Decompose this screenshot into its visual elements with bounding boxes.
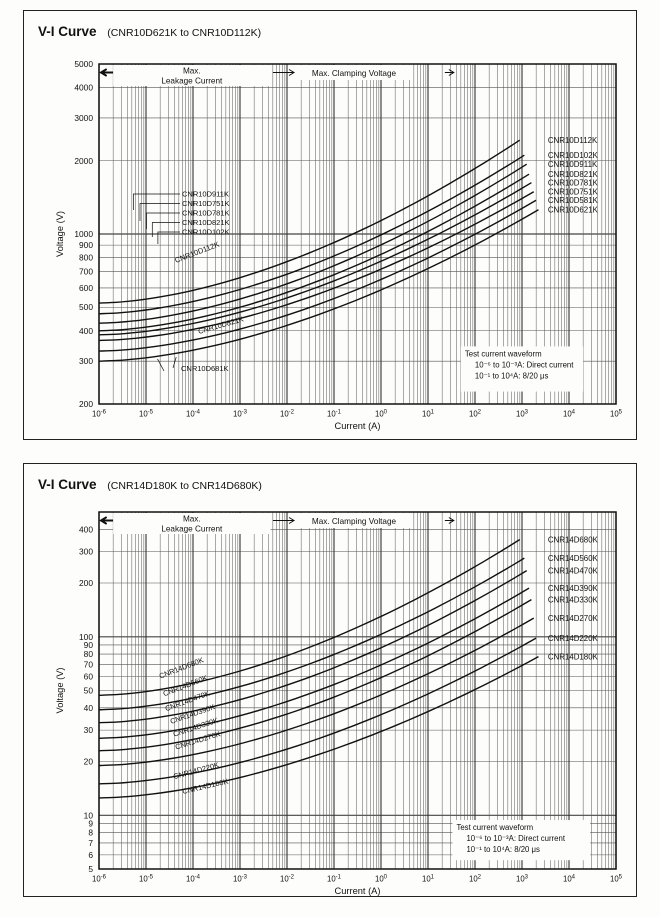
svg-text:105: 105 xyxy=(610,410,623,419)
svg-text:10-2: 10-2 xyxy=(280,875,295,884)
svg-text:CNR10D681K: CNR10D681K xyxy=(181,364,229,373)
svg-text:CNR10D102K: CNR10D102K xyxy=(548,151,599,160)
svg-text:5000: 5000 xyxy=(74,59,93,69)
svg-text:CNR10D102K: CNR10D102K xyxy=(182,228,230,237)
svg-text:101: 101 xyxy=(422,410,435,419)
svg-text:300: 300 xyxy=(79,547,93,557)
svg-text:2000: 2000 xyxy=(74,156,93,166)
svg-text:CNR10D581K: CNR10D581K xyxy=(548,196,599,205)
svg-text:CNR14D680K: CNR14D680K xyxy=(548,535,599,544)
svg-text:10-4: 10-4 xyxy=(186,410,201,419)
svg-text:10-1: 10-1 xyxy=(327,410,342,419)
svg-text:10-5: 10-5 xyxy=(139,410,154,419)
svg-text:10-4: 10-4 xyxy=(186,875,201,884)
svg-text:10-6: 10-6 xyxy=(92,875,107,884)
svg-text:Max. Clamping Voltage: Max. Clamping Voltage xyxy=(312,517,397,526)
svg-text:100: 100 xyxy=(375,410,388,419)
svg-text:10-3: 10-3 xyxy=(233,875,248,884)
svg-text:60: 60 xyxy=(84,671,94,681)
svg-text:100: 100 xyxy=(375,875,388,884)
svg-text:400: 400 xyxy=(79,326,93,336)
svg-text:10-6: 10-6 xyxy=(92,410,107,419)
svg-text:CNR10D112K: CNR10D112K xyxy=(173,240,220,265)
svg-text:10-5: 10-5 xyxy=(139,875,154,884)
svg-text:CNR14D470K: CNR14D470K xyxy=(548,566,599,575)
svg-text:8: 8 xyxy=(88,828,93,838)
svg-text:Voltage (V): Voltage (V) xyxy=(55,211,65,257)
svg-text:3000: 3000 xyxy=(74,113,93,123)
svg-text:1000: 1000 xyxy=(74,229,93,239)
svg-text:104: 104 xyxy=(563,875,576,884)
svg-text:80: 80 xyxy=(84,649,94,659)
svg-text:500: 500 xyxy=(79,302,93,312)
svg-text:CNR14D180K: CNR14D180K xyxy=(548,652,599,661)
svg-text:102: 102 xyxy=(469,410,482,419)
svg-text:70: 70 xyxy=(84,659,94,669)
svg-text:CNR14D220K: CNR14D220K xyxy=(548,634,599,643)
svg-text:800: 800 xyxy=(79,253,93,263)
svg-text:10⁻⁶ to 10⁻³A: Direct current: 10⁻⁶ to 10⁻³A: Direct current xyxy=(466,834,565,843)
svg-text:600: 600 xyxy=(79,283,93,293)
svg-text:700: 700 xyxy=(79,267,93,277)
svg-text:CNR10D821K: CNR10D821K xyxy=(182,218,230,227)
svg-text:CNR14D330K: CNR14D330K xyxy=(548,595,599,604)
svg-text:200: 200 xyxy=(79,399,93,409)
svg-text:103: 103 xyxy=(516,410,529,419)
svg-text:CNR10D781K: CNR10D781K xyxy=(548,179,599,188)
svg-text:Voltage (V): Voltage (V) xyxy=(55,668,65,714)
svg-text:104: 104 xyxy=(563,410,576,419)
svg-text:Test current waveform: Test current waveform xyxy=(465,349,542,358)
svg-text:CNR14D220K: CNR14D220K xyxy=(172,760,220,781)
svg-text:40: 40 xyxy=(84,703,94,713)
svg-text:CNR10D911K: CNR10D911K xyxy=(182,190,229,199)
svg-text:101: 101 xyxy=(422,875,435,884)
svg-text:10⁻¹ to 10⁴A: 8/20 μs: 10⁻¹ to 10⁴A: 8/20 μs xyxy=(466,845,540,854)
svg-text:7: 7 xyxy=(88,838,93,848)
svg-text:400: 400 xyxy=(79,524,93,534)
svg-text:CNR14D560K: CNR14D560K xyxy=(548,554,599,563)
svg-text:10-2: 10-2 xyxy=(280,410,295,419)
svg-text:10-1: 10-1 xyxy=(327,875,342,884)
svg-text:4000: 4000 xyxy=(74,83,93,93)
svg-text:Leakage Current: Leakage Current xyxy=(161,525,223,534)
svg-text:200: 200 xyxy=(79,578,93,588)
svg-text:30: 30 xyxy=(84,725,94,735)
svg-text:CNR14D390K: CNR14D390K xyxy=(548,584,599,593)
svg-text:103: 103 xyxy=(516,875,529,884)
svg-text:CNR10D911K: CNR10D911K xyxy=(548,160,598,169)
svg-text:Current (A): Current (A) xyxy=(335,886,381,896)
svg-text:CNR10D112K: CNR10D112K xyxy=(548,136,598,145)
svg-text:105: 105 xyxy=(610,875,623,884)
svg-text:20: 20 xyxy=(84,757,94,767)
svg-text:Max. Clamping Voltage: Max. Clamping Voltage xyxy=(312,69,397,78)
svg-text:Max.: Max. xyxy=(183,515,201,524)
svg-text:CNR10D621K: CNR10D621K xyxy=(548,206,599,215)
svg-text:CNR10D751K: CNR10D751K xyxy=(182,199,230,208)
svg-text:CNR14D270K: CNR14D270K xyxy=(548,614,599,623)
svg-text:300: 300 xyxy=(79,356,93,366)
svg-text:50: 50 xyxy=(84,686,94,696)
svg-text:CNR10D781K: CNR10D781K xyxy=(182,209,230,218)
svg-text:10⁻¹ to 10⁴A: 8/20 μs: 10⁻¹ to 10⁴A: 8/20 μs xyxy=(475,371,549,380)
svg-text:5: 5 xyxy=(88,864,93,874)
svg-text:10⁻⁶ to 10⁻³A: Direct current: 10⁻⁶ to 10⁻³A: Direct current xyxy=(475,360,574,369)
svg-text:Max.: Max. xyxy=(183,67,201,76)
svg-text:Current (A): Current (A) xyxy=(335,421,381,431)
svg-text:102: 102 xyxy=(469,875,482,884)
svg-text:10-3: 10-3 xyxy=(233,410,248,419)
svg-text:Test current waveform: Test current waveform xyxy=(456,823,533,832)
svg-text:6: 6 xyxy=(88,850,93,860)
svg-text:900: 900 xyxy=(79,240,93,250)
svg-text:Leakage Current: Leakage Current xyxy=(161,77,223,86)
